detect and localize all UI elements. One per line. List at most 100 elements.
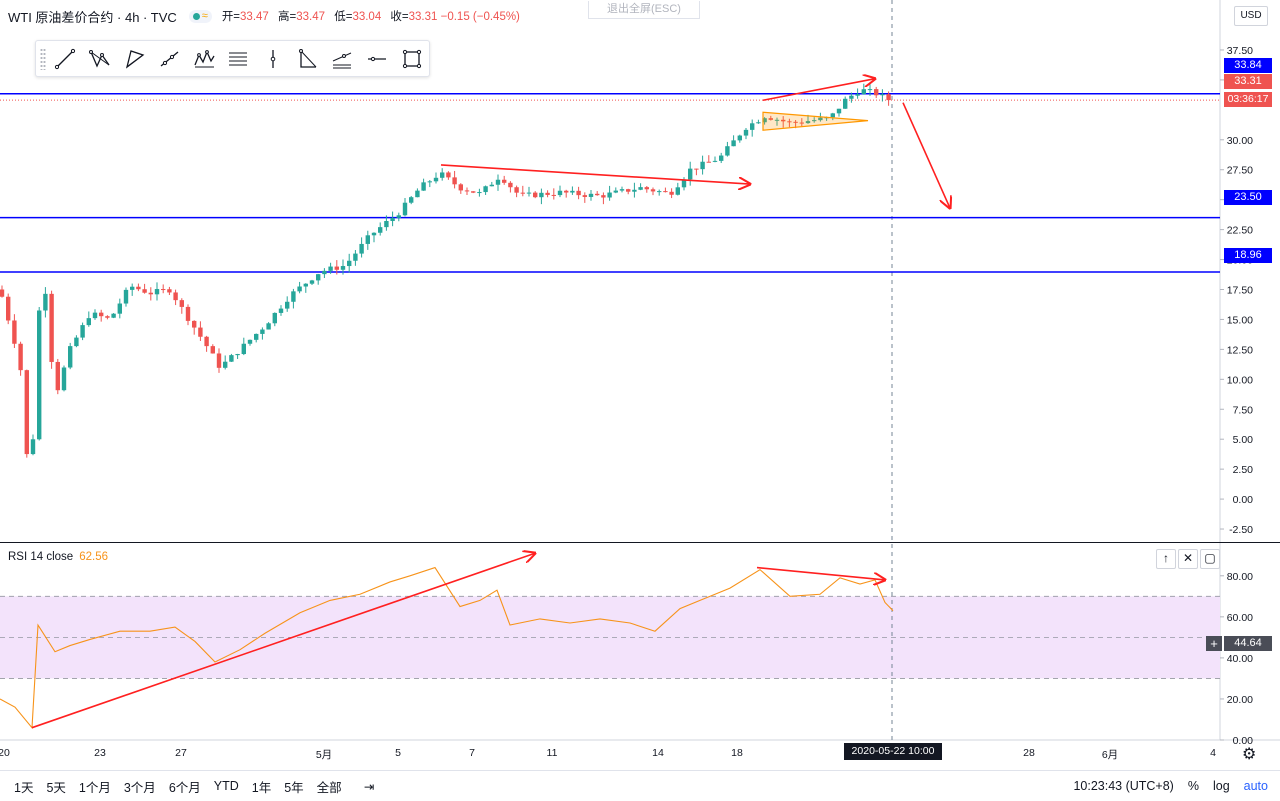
trend-line-icon[interactable] [48,41,83,76]
candle-body [520,192,525,194]
candle-body [12,320,17,344]
candle-body [334,266,339,270]
pane-move-up-button[interactable]: ↑ [1156,549,1176,569]
candle-body [0,289,5,297]
y-tick-label: 37.50 [1227,45,1253,57]
add-alert-plus-icon[interactable]: + [1206,636,1222,651]
elliott-wave-icon[interactable] [187,41,222,76]
ohlc-low-label: 低= [334,11,353,23]
candle-body [774,119,780,121]
candle-body [576,190,581,196]
candle-body [855,94,860,96]
market-status-badge[interactable]: ≈ [188,9,212,23]
candle-body [68,346,73,368]
crosshair-date-label: 2020-05-22 10:00 [844,743,942,760]
toolbar-drag-handle-icon[interactable] [40,47,46,70]
candle-body [818,117,823,121]
candle-body [390,217,395,222]
candle-body [725,146,730,156]
rsi-tick-label: 60.00 [1227,612,1253,624]
fib-retracement-icon[interactable] [221,41,256,76]
candle-body [402,202,408,216]
rectangle-icon[interactable] [394,41,429,76]
candle-body [626,189,631,192]
log-scale-toggle[interactable]: log [1212,779,1230,793]
rsi-tick-label: 80.00 [1227,571,1253,583]
data-delay-icon: ≈ [201,9,208,22]
candle-body [644,187,649,190]
candle-body [619,189,625,191]
clock-timezone[interactable]: 10:23:43 (UTC+8) [1073,779,1174,793]
last-price-tag: 33.31 [1224,74,1272,89]
settings-gear-icon[interactable]: ⚙ [1242,746,1257,763]
candle-body [415,190,420,198]
range-3m-button[interactable]: 3个月 [123,780,156,795]
candle-body [446,172,451,178]
range-1m-button[interactable]: 1个月 [78,780,111,795]
range-ytd-button[interactable]: YTD [213,779,239,793]
candle-body [161,289,166,291]
candle-body [613,190,618,193]
ohlc-high-label: 高= [278,11,297,23]
candle-body [179,300,184,307]
candle-body [210,346,215,354]
candle-body [663,191,668,193]
exit-fullscreen-button[interactable]: 退出全屏(ESC) [588,1,700,19]
candle-body [378,227,383,233]
x-axis-label: 18 [731,747,743,759]
candle-body [483,186,488,193]
candle-body [836,108,842,114]
percent-scale-toggle[interactable]: % [1187,779,1199,793]
candle-body [291,291,296,302]
candle-body [111,313,116,318]
parallel-channel-icon[interactable] [325,41,360,76]
pane-close-button[interactable]: ✕ [1178,549,1198,569]
auto-scale-toggle[interactable]: auto [1243,779,1268,793]
range-5d-button[interactable]: 5天 [46,780,66,795]
x-axis-label: 5月 [315,749,333,761]
y-tick-label: 12.50 [1227,344,1253,356]
triangle-pattern-icon[interactable] [117,41,152,76]
range-1d-button[interactable]: 1天 [14,780,34,795]
candle-body [427,181,432,183]
candle-body [254,333,259,340]
candle-body [880,94,885,96]
ohlc-low-value: 33.04 [352,11,382,23]
candle-body [371,232,377,236]
candle-body [886,94,891,101]
range-5y-button[interactable]: 5年 [284,780,304,795]
candle-body [799,122,804,124]
drawing-toolbar [35,40,430,77]
chart-header: WTI 原油差价合约 · 4h · TVC ≈ 开=33.47 高=33.47 … [0,0,1220,32]
rsi-tick-label: 0.00 [1233,735,1254,747]
candle-body [756,122,761,124]
candle-body [768,118,773,120]
ohlc-close-label: 收= [390,11,409,23]
candle-body [260,329,265,334]
candle-body [235,354,240,356]
candle-body [117,303,122,314]
symbol-title[interactable]: WTI 原油差价合约 · 4h · TVC [8,9,177,25]
range-all-button[interactable]: 全部 [316,780,342,795]
trend-arrow [762,79,875,102]
vertical-line-icon[interactable] [256,41,291,76]
candle-body [278,308,284,313]
xabcd-pattern-icon[interactable] [83,41,118,76]
range-1y-button[interactable]: 1年 [251,780,272,795]
horizontal-line-icon[interactable] [360,41,395,76]
rsi-legend[interactable]: RSI 14 close 62.56 [8,551,108,563]
goto-date-calendar-icon[interactable]: ⇥ [363,779,375,794]
candle-body [409,197,414,203]
x-axis-label: 7 [469,747,475,759]
candle-body [595,193,600,196]
ray-line-icon[interactable] [152,41,187,76]
range-6m-button[interactable]: 6个月 [168,780,201,795]
level-price-tag: 23.50 [1224,190,1272,205]
candle-body [18,343,23,371]
pane-maximize-button[interactable]: ▢ [1200,549,1220,569]
ohlc-open-value: 33.47 [240,11,269,23]
abcd-pattern-icon[interactable] [290,41,325,76]
currency-button[interactable]: USD [1234,6,1268,26]
x-axis-label: 5 [395,747,401,759]
